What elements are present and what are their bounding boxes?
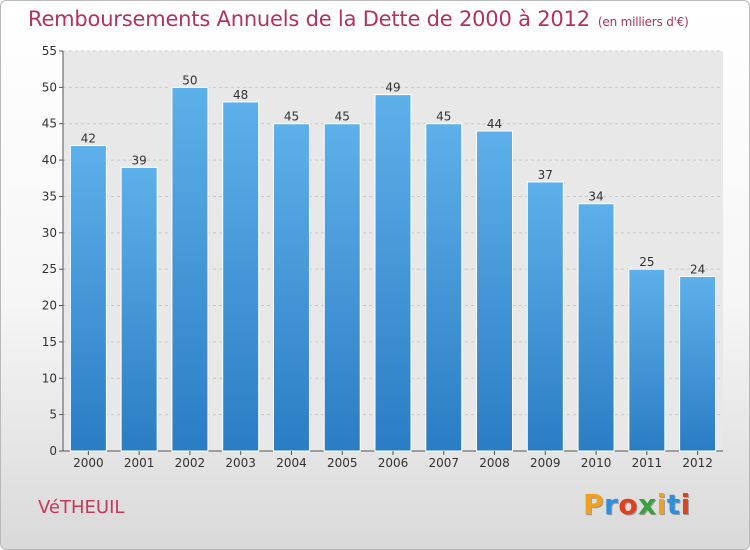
y-tick-label: 0 [49, 444, 57, 458]
x-tick-label: 2012 [682, 456, 713, 470]
bar-value-label: 25 [639, 255, 654, 269]
y-tick-label: 30 [42, 226, 57, 240]
bar [323, 123, 361, 452]
bar-value-label: 45 [284, 110, 299, 124]
bar-value-label: 37 [538, 168, 553, 182]
x-tick-label: 2002 [175, 456, 206, 470]
x-tick-label: 2008 [479, 456, 510, 470]
bar-value-label: 44 [487, 117, 502, 131]
bar [120, 166, 158, 452]
y-tick-label: 40 [42, 153, 57, 167]
x-tick-label: 2003 [225, 456, 256, 470]
x-tick-label: 2009 [530, 456, 561, 470]
proxiti-logo: Proxiti [583, 488, 691, 521]
bar [679, 275, 717, 452]
x-tick-label: 2000 [73, 456, 104, 470]
bar-value-label: 39 [132, 153, 147, 167]
bar-value-label: 45 [436, 110, 451, 124]
x-tick-label: 2004 [276, 456, 307, 470]
commune-name: VéTHEUIL [38, 497, 125, 518]
y-tick-label: 10 [42, 371, 57, 385]
bar [425, 123, 463, 452]
bar [526, 181, 564, 452]
y-tick-label: 50 [42, 80, 57, 94]
bar [577, 203, 615, 452]
bar [628, 268, 666, 452]
bar-value-label: 42 [81, 132, 96, 146]
y-tick-label: 35 [42, 189, 57, 203]
x-tick-label: 2011 [632, 456, 663, 470]
logo-letter: r [604, 488, 619, 521]
x-tick-label: 2001 [124, 456, 155, 470]
bar-value-label: 45 [335, 110, 350, 124]
y-tick-label: 25 [42, 262, 57, 276]
bar-value-label: 48 [233, 88, 248, 102]
chart-title-text: Remboursements Annuels de la Dette de 20… [28, 7, 590, 31]
bar-value-label: 24 [690, 262, 705, 276]
bar [171, 86, 209, 452]
logo-letter: t [666, 488, 681, 521]
y-tick-label: 15 [42, 335, 57, 349]
logo-letter: P [583, 488, 605, 521]
logo-letter: i [656, 488, 667, 521]
bar [69, 145, 107, 452]
logo-letter: i [680, 488, 691, 521]
y-tick-label: 5 [49, 408, 57, 422]
bar [374, 94, 412, 452]
logo-letter: x [638, 488, 657, 521]
x-tick-label: 2010 [581, 456, 612, 470]
logo-letter: o [618, 488, 639, 521]
y-tick-label: 55 [42, 44, 57, 58]
bar-value-label: 49 [385, 81, 400, 95]
y-tick-label: 45 [42, 117, 57, 131]
chart-title: Remboursements Annuels de la Dette de 20… [28, 7, 689, 31]
bar [222, 101, 260, 452]
x-tick-label: 2007 [428, 456, 459, 470]
bar [476, 130, 514, 452]
bar [272, 123, 310, 452]
x-tick-label: 2005 [327, 456, 358, 470]
bar-value-label: 50 [182, 73, 197, 87]
x-tick-label: 2006 [378, 456, 409, 470]
bar-value-label: 34 [588, 190, 603, 204]
y-tick-label: 20 [42, 299, 57, 313]
chart-unit: (en milliers d'€) [597, 15, 689, 29]
